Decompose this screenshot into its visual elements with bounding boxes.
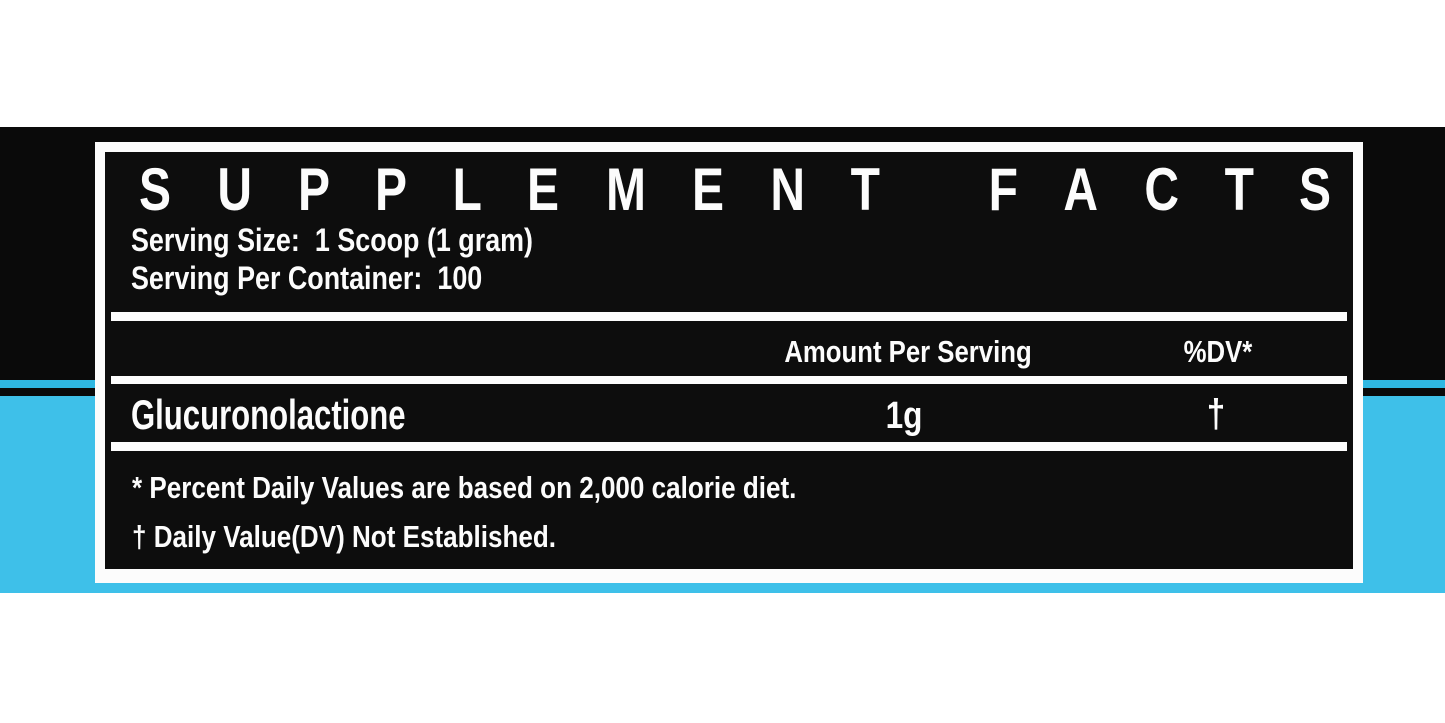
header-percent-dv: %DV* [1183, 334, 1253, 369]
divider-rule-bottom [111, 442, 1347, 451]
ingredient-amount: 1g [885, 395, 923, 437]
title-letter: S [139, 156, 172, 223]
servings-per-container-label: Serving Per Container: [131, 260, 423, 296]
title-letter: A [1063, 156, 1098, 223]
ingredient-name: Glucuronolactione [131, 391, 406, 438]
title-letter: E [692, 156, 725, 223]
title-letter: T [850, 156, 880, 223]
servings-per-container-line: Serving Per Container: 100 [131, 260, 482, 296]
header-amount-per-serving: Amount Per Serving [784, 334, 1032, 369]
serving-size-value: 1 Scoop (1 gram) [314, 222, 533, 258]
ingredient-dv-dagger: † [1206, 392, 1226, 436]
title-letter: U [216, 156, 252, 223]
title-letter: M [605, 156, 646, 223]
footnote-percent-daily-values: * Percent Daily Values are based on 2,00… [132, 470, 797, 505]
title-letter: T [1224, 156, 1254, 223]
footnote-dv-not-established: † Daily Value(DV) Not Established. [132, 519, 556, 554]
title-letter: F [988, 156, 1018, 223]
divider-rule-top [111, 312, 1347, 321]
serving-size-line: Serving Size: 1 Scoop (1 gram) [131, 222, 533, 258]
divider-rule-header [111, 376, 1347, 384]
title-letter: L [452, 156, 482, 223]
title-word-space [921, 160, 947, 178]
title-letter: P [297, 156, 330, 223]
title-letter: N [770, 156, 805, 223]
title-letter: P [375, 156, 408, 223]
serving-size-label: Serving Size: [131, 222, 300, 258]
title-letter: E [526, 156, 560, 223]
title-letter: C [1143, 156, 1179, 223]
title-letter: S [1298, 156, 1331, 223]
servings-per-container-value: 100 [437, 260, 483, 296]
